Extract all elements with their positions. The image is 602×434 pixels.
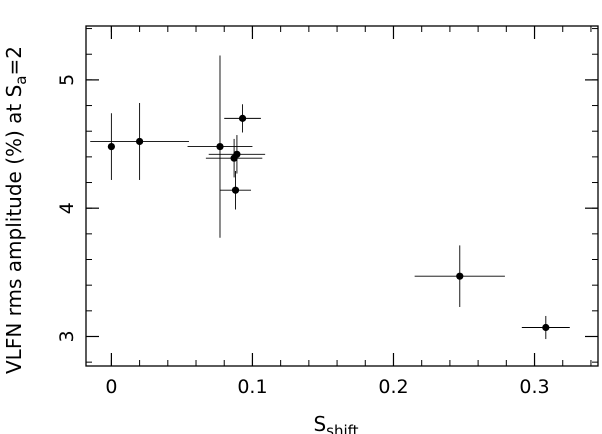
y-tick-label: 3 [56,330,78,342]
x-axis-label: Sshift [313,412,358,434]
point-marker [216,143,224,151]
data-point [90,102,189,180]
data-point [414,245,505,307]
data-point [107,113,115,180]
data-point [224,104,261,133]
y-axis-label: VLFN rms amplitude (%) at Sa=2 [2,46,30,374]
point-marker [542,323,550,332]
data-point [208,135,266,174]
y-axis-label-main: VLFN rms amplitude (%) at S [2,85,26,374]
x-axis-label-main: S [313,412,326,434]
plot-frame [85,25,599,367]
point-marker [135,137,144,146]
point-marker [456,272,464,280]
x-tick-label: 0.2 [378,376,408,398]
point-marker [231,186,240,194]
axis-labels: Sshift VLFN rms amplitude (%) at Sa=2 [2,46,359,434]
data-point [521,315,570,340]
plot-area: 0 0.1 0.2 0.3 3 4 5 [56,25,599,398]
point-marker [238,114,247,122]
y-axis-label-suffix: =2 [2,46,26,75]
data-points [90,55,570,340]
x-tick-label: 0 [105,376,117,398]
data-point [187,55,253,238]
point-marker [230,154,238,162]
y-tick-label: 4 [56,202,78,214]
point-marker [107,143,115,151]
y-tick-label: 5 [56,74,78,86]
x-axis-label-sub: shift [326,422,359,434]
data-point [205,138,263,178]
x-tick-label: 0.3 [519,376,549,398]
y-axis-label-sub: a [12,75,30,84]
data-point [219,170,252,210]
x-tick-label: 0.1 [237,376,267,398]
